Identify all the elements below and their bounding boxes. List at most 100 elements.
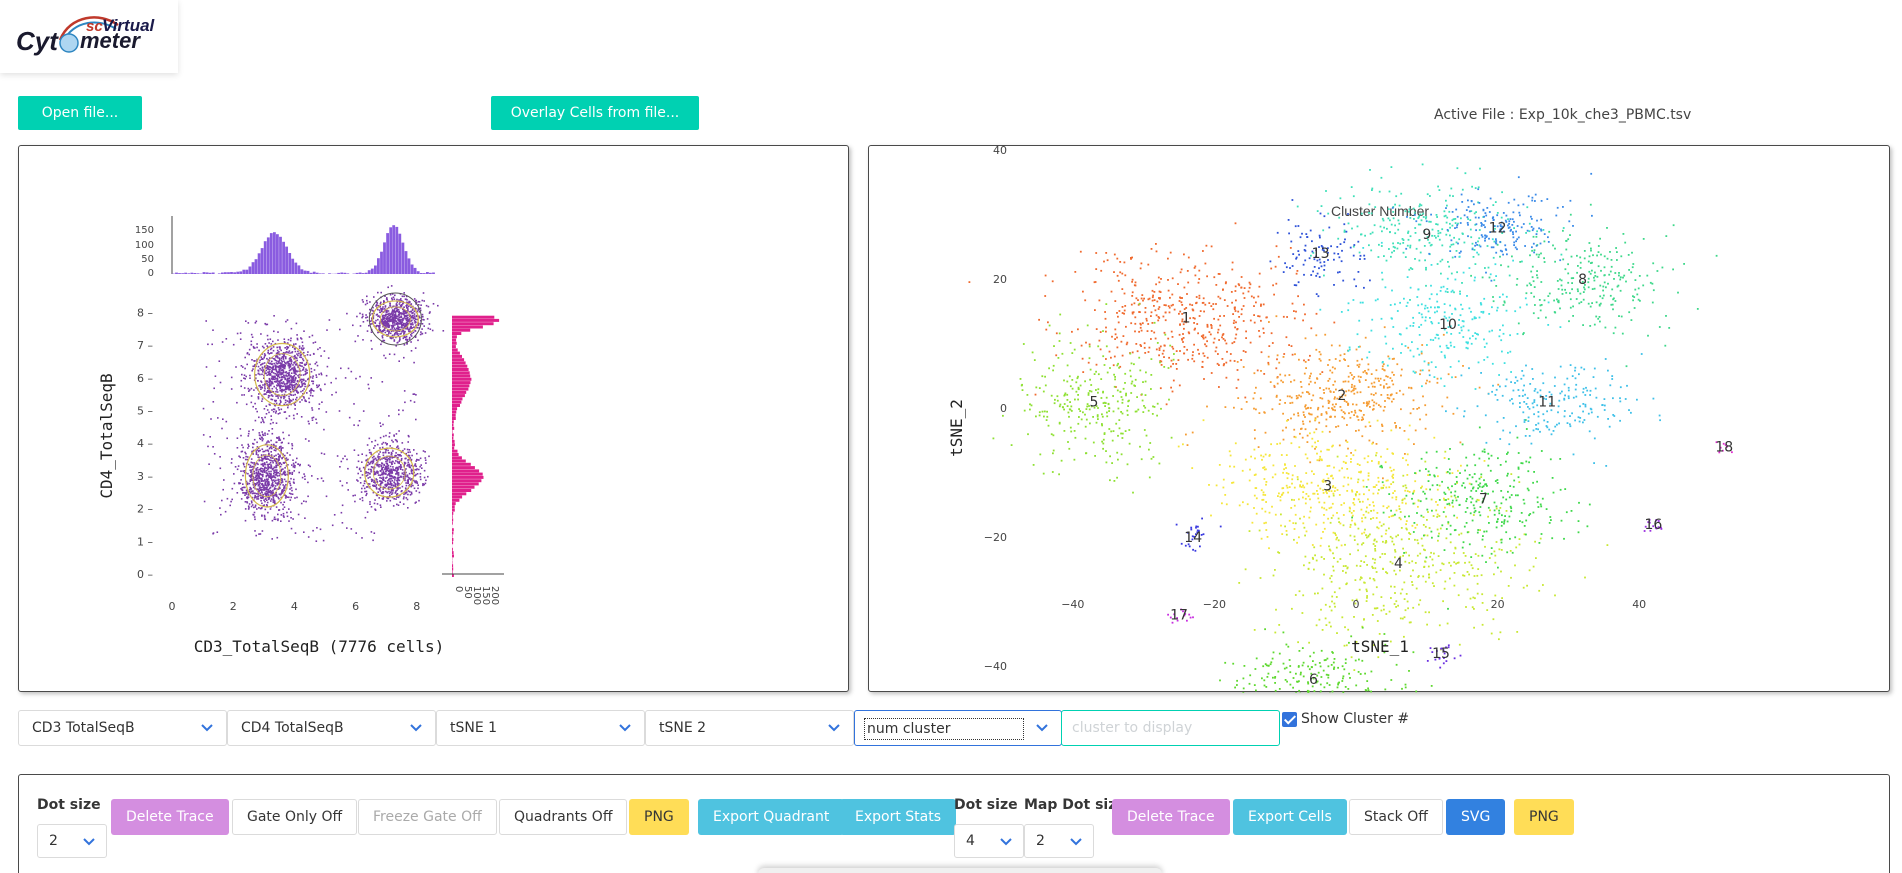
tsne-point <box>1347 389 1350 392</box>
gate-contours[interactable] <box>244 292 422 508</box>
scatter-point <box>274 372 276 375</box>
tsne-point <box>1443 497 1445 500</box>
top-hist-bar <box>217 273 221 274</box>
tsne-point <box>1353 669 1356 671</box>
tsne-point <box>1372 492 1375 495</box>
scatter-point <box>403 317 405 320</box>
tsne-point <box>1309 510 1312 513</box>
right-hist-bar <box>452 508 455 512</box>
gating-plot[interactable]: 150 100 50 0 0 50 100 150 200 0 –1 –2 –3… <box>19 146 850 693</box>
tsne-point <box>1144 307 1147 309</box>
scatter-point <box>390 318 393 321</box>
scatter-point <box>394 310 397 313</box>
tsne-point <box>1114 338 1116 340</box>
tsne-point <box>1253 494 1256 497</box>
tsne-point <box>1264 510 1267 513</box>
scatter-point <box>253 482 256 485</box>
tsne-point <box>1139 344 1142 346</box>
scatter-point <box>266 505 268 507</box>
tsne-point <box>1356 359 1359 362</box>
tsne-point <box>1415 587 1418 590</box>
tsne-point <box>1400 368 1403 371</box>
tsne-point <box>1275 608 1277 611</box>
open-file-button[interactable]: Open file... <box>18 96 142 130</box>
tsne-point <box>1392 473 1395 476</box>
tsne-point <box>1332 408 1335 411</box>
tsne-point <box>1209 333 1212 336</box>
scatter-point <box>275 445 277 447</box>
scatter-point <box>259 386 262 389</box>
scatter-point <box>307 536 310 538</box>
scatter-point <box>410 335 413 337</box>
tsne-point <box>1342 485 1345 488</box>
gating-plot-panel[interactable]: 150 100 50 0 0 50 100 150 200 0 –1 –2 –3… <box>18 145 849 692</box>
scatter-point <box>264 470 266 473</box>
tsne-plot-panel[interactable]: Cluster Number 1 2 3 4 5 6 7 8 9 10 11 12 13 14 15 16 17… <box>868 145 1891 693</box>
tsne-point <box>1302 423 1305 425</box>
scatter-point <box>261 468 264 470</box>
tsne-point <box>1267 363 1270 366</box>
tsne-point <box>1171 277 1174 280</box>
scatter-point <box>382 441 385 444</box>
scatter-point <box>272 496 275 499</box>
tsne-point <box>1381 368 1384 370</box>
scatter-point <box>423 469 426 472</box>
tsne-point <box>1386 448 1389 450</box>
scatter-point <box>407 328 410 331</box>
scatter-point <box>403 344 406 346</box>
tsne-point <box>1202 301 1205 304</box>
right-hist-bar <box>452 377 472 381</box>
tsne-point <box>1134 330 1136 333</box>
scatter-point <box>268 441 270 443</box>
scatter-point <box>267 362 270 364</box>
scatter-point <box>386 462 389 465</box>
scatter-point <box>272 489 274 492</box>
active-file-name: Exp_10k_che3_PBMC.tsv <box>1518 107 1692 123</box>
tsne-points[interactable] <box>968 163 1733 694</box>
tsne-point <box>1240 276 1243 278</box>
scatter-point <box>268 377 271 380</box>
scatter-point <box>389 304 391 307</box>
scatter-point <box>410 310 412 313</box>
tsne-point <box>1349 534 1352 537</box>
tsne-point <box>1349 526 1352 528</box>
tsne-point <box>1244 396 1247 399</box>
tsne-point <box>1045 328 1048 331</box>
scatter-point <box>379 470 382 472</box>
tsne-point <box>1327 407 1330 409</box>
scatter-point <box>264 500 266 503</box>
scatter-point <box>327 357 330 359</box>
scatter-point <box>285 385 288 387</box>
scatter-point <box>410 479 412 481</box>
tsne-point <box>1290 396 1293 399</box>
tsne-point <box>1189 317 1191 320</box>
tsne-point <box>1262 327 1265 330</box>
scatter-point <box>282 395 285 398</box>
scatter-point <box>264 343 267 345</box>
overlay-cells-button[interactable]: Overlay Cells from file... <box>491 96 699 130</box>
tsne-point <box>1326 492 1328 495</box>
scatter-point <box>306 372 308 374</box>
scatter-point <box>410 468 413 471</box>
scatter-points[interactable] <box>202 285 445 542</box>
scatter-point <box>280 496 283 499</box>
scatter-point <box>285 394 288 397</box>
scatter-point <box>263 468 266 471</box>
tsne-point <box>1276 354 1279 357</box>
scatter-point <box>392 468 394 470</box>
tsne-point <box>1377 377 1379 380</box>
right-hist-bar <box>452 354 462 358</box>
scatter-point <box>283 353 285 356</box>
scatter-point <box>242 462 245 465</box>
tsne-plot[interactable]: Cluster Number 1234567891011121314151617… <box>869 146 1891 693</box>
scatter-point <box>280 463 283 466</box>
tsne-point <box>1367 368 1370 371</box>
scatter-point <box>271 360 273 363</box>
scatter-point <box>388 332 390 335</box>
tsne-point <box>1195 296 1198 298</box>
scatter-point <box>305 500 307 503</box>
scatter-point <box>361 474 364 476</box>
scatter-point <box>389 336 392 339</box>
scatter-point <box>308 336 311 338</box>
scatter-point <box>305 363 307 366</box>
